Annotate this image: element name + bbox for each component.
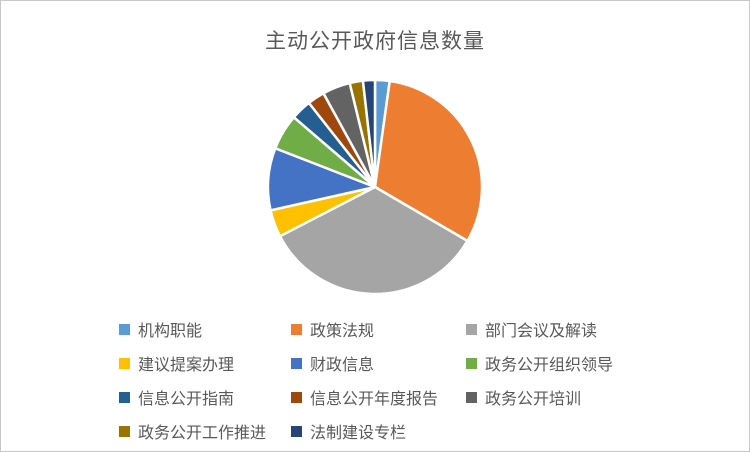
pie-slice-1 bbox=[373, 79, 484, 243]
legend-label: 建议提案办理 bbox=[138, 355, 235, 374]
legend-label: 部门会议及解读 bbox=[485, 321, 598, 340]
legend-swatch-icon bbox=[291, 391, 302, 403]
legend-item: 法制建设专栏 bbox=[291, 419, 466, 443]
legend-item: 信息公开年度报告 bbox=[291, 385, 466, 409]
legend-item: 政务公开工作推进 bbox=[119, 419, 291, 443]
legend-item: 部门会议及解读 bbox=[466, 317, 613, 341]
legend-label: 信息公开年度报告 bbox=[310, 389, 439, 408]
legend-swatch-icon bbox=[119, 357, 130, 369]
legend-item: 政策法规 bbox=[291, 317, 466, 341]
legend-swatch-icon bbox=[291, 425, 302, 437]
legend-label: 法制建设专栏 bbox=[310, 423, 407, 442]
legend-swatch-icon bbox=[466, 323, 477, 335]
pie-slice-2 bbox=[278, 185, 470, 296]
legend-item: 政务公开组织领导 bbox=[466, 351, 613, 375]
legend-swatch-icon bbox=[119, 425, 130, 437]
legend-label: 政务公开组织领导 bbox=[485, 355, 614, 374]
legend-label: 政务公开培训 bbox=[485, 389, 582, 408]
legend-label: 财政信息 bbox=[310, 355, 375, 374]
legend-swatch-icon bbox=[119, 391, 130, 403]
legend-swatch-icon bbox=[466, 357, 477, 369]
legend: 机构职能 政策法规 部门会议及解读建议提案办理 财政信息 政务公开组织领导信息公开指南 信… bbox=[119, 312, 613, 448]
legend-label: 政策法规 bbox=[310, 321, 375, 340]
legend-item: 政务公开培训 bbox=[466, 385, 613, 409]
legend-item: 财政信息 bbox=[291, 351, 466, 375]
legend-swatch-icon bbox=[119, 323, 130, 335]
legend-item: 建议提案办理 bbox=[119, 351, 291, 375]
legend-swatch-icon bbox=[291, 357, 302, 369]
pie-slice-10 bbox=[361, 78, 377, 188]
chart-title: 主动公开政府信息数量 bbox=[265, 29, 485, 53]
legend-swatch-icon bbox=[291, 323, 302, 335]
legend-item: 机构职能 bbox=[119, 317, 291, 341]
legend-item: 信息公开指南 bbox=[119, 385, 291, 409]
legend-label: 机构职能 bbox=[138, 321, 203, 340]
legend-swatch-icon bbox=[466, 391, 477, 403]
legend-label: 信息公开指南 bbox=[138, 389, 235, 408]
legend-label: 政务公开工作推进 bbox=[138, 423, 267, 442]
